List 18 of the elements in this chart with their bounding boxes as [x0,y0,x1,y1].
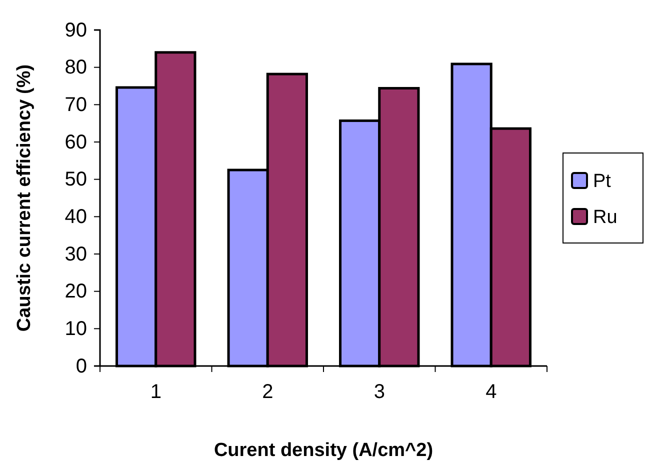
y-tick-label: 60 [64,131,87,154]
y-tick-label: 40 [64,206,87,228]
y-tick-label: 10 [64,318,87,340]
x-tick-label: 2 [262,381,274,403]
y-tick-label: 30 [64,243,87,266]
x-tick-label: 4 [486,381,497,403]
y-tick-label: 80 [64,56,87,79]
y-tick-label: 90 [64,19,87,42]
x-tick-label: 1 [150,381,162,403]
y-tick-label: 0 [76,355,87,378]
legend-label: Ru [593,207,618,228]
x-axis-title: Curent density (A/cm^2) [214,440,434,461]
y-tick-label: 70 [64,94,87,116]
legend-label: Pt [593,171,612,192]
y-axis-title: Caustic current efficiency (%) [14,64,35,332]
x-tick-label: 3 [374,381,385,403]
y-tick-label: 50 [64,168,87,191]
y-tick-label: 20 [64,280,87,303]
